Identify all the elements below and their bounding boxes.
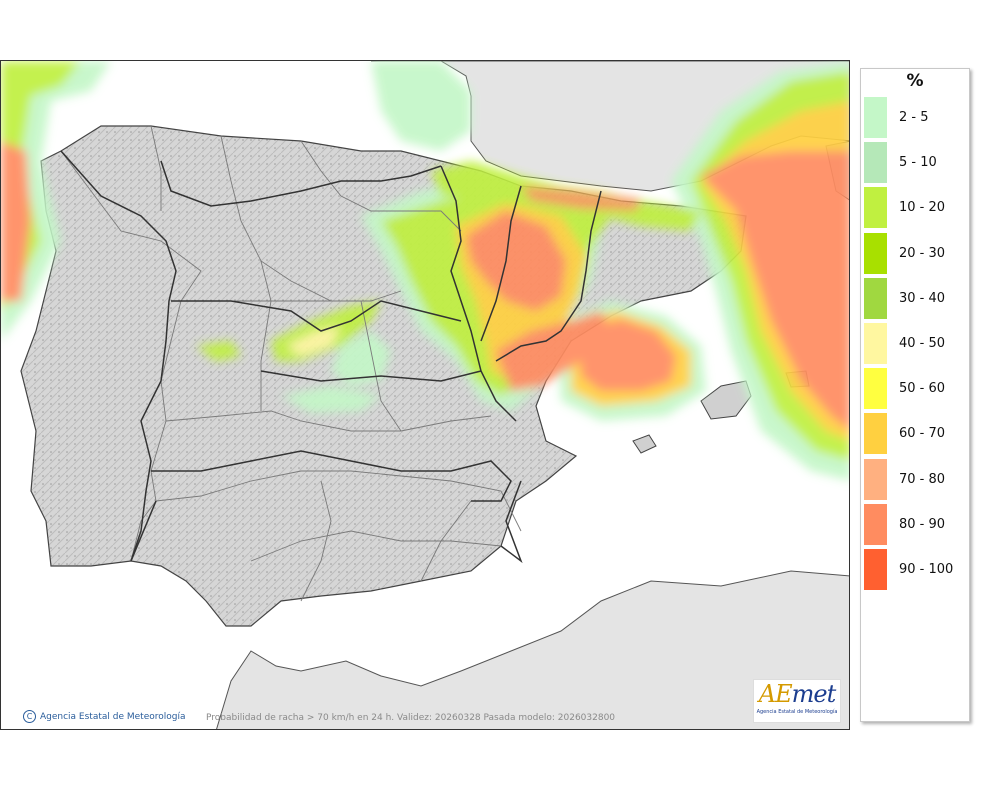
africa-landmass bbox=[216, 570, 849, 729]
aemet-logo-wordmark: AEmet bbox=[758, 680, 836, 708]
legend-label: 90 - 100 bbox=[899, 561, 954, 577]
legend-label: 2 - 5 bbox=[899, 110, 929, 126]
agency-credit: C Agencia Estatal de Meteorología bbox=[23, 710, 186, 723]
legend-label: 40 - 50 bbox=[899, 336, 946, 352]
legend-label: 20 - 30 bbox=[899, 245, 946, 261]
legend-item: 10 - 20 bbox=[864, 185, 953, 230]
copyright-icon: C bbox=[23, 710, 36, 723]
probability-overlay bbox=[1, 61, 849, 481]
ibiza bbox=[632, 434, 657, 454]
legend-label: 30 - 40 bbox=[899, 290, 946, 306]
legend-label: 10 - 20 bbox=[899, 200, 946, 216]
legend-item: 50 - 60 bbox=[864, 366, 953, 411]
legend-swatch bbox=[864, 503, 887, 545]
legend-items: 2 - 5 5 - 10 10 - 20 20 - 30 30 - 40 40 - 50 5… bbox=[864, 95, 953, 592]
legend-label: 5 - 10 bbox=[899, 155, 937, 171]
probability-legend: % 2 - 5 5 - 10 10 - 20 20 - 30 30 - 40 40 - 5… bbox=[860, 68, 970, 722]
legend-swatch bbox=[864, 368, 887, 410]
legend-swatch bbox=[864, 323, 887, 365]
legend-swatch bbox=[864, 548, 887, 590]
aemet-logo-subtitle: Agencia Estatal de Meteorología bbox=[756, 709, 838, 715]
legend-item: 20 - 30 bbox=[864, 231, 953, 276]
legend-item: 2 - 5 bbox=[864, 95, 953, 140]
legend-label: 70 - 80 bbox=[899, 471, 946, 487]
legend-swatch bbox=[864, 187, 887, 229]
legend-label: 80 - 90 bbox=[899, 516, 946, 532]
community-borders bbox=[130, 160, 602, 564]
legend-item: 70 - 80 bbox=[864, 457, 953, 502]
legend-item: 60 - 70 bbox=[864, 411, 953, 456]
legend-item: 90 - 100 bbox=[864, 547, 953, 592]
region-borders bbox=[60, 125, 522, 602]
probability-map: C Agencia Estatal de Meteorología Probab… bbox=[0, 60, 850, 730]
aemet-logo: AEmet Agencia Estatal de Meteorología bbox=[753, 679, 841, 723]
map-canvas bbox=[1, 61, 849, 729]
legend-item: 80 - 90 bbox=[864, 502, 953, 547]
portugal-border bbox=[60, 150, 177, 562]
legend-unit: % bbox=[906, 71, 924, 91]
legend-label: 60 - 70 bbox=[899, 426, 946, 442]
legend-item: 30 - 40 bbox=[864, 276, 953, 321]
legend-label: 50 - 60 bbox=[899, 381, 946, 397]
legend-swatch bbox=[864, 142, 887, 184]
map-caption: Probabilidad de racha > 70 km/h en 24 h.… bbox=[206, 713, 616, 723]
legend-swatch bbox=[864, 458, 887, 500]
legend-item: 40 - 50 bbox=[864, 321, 953, 366]
legend-swatch bbox=[864, 413, 887, 455]
legend-swatch bbox=[864, 97, 887, 139]
legend-item: 5 - 10 bbox=[864, 140, 953, 185]
legend-swatch bbox=[864, 277, 887, 319]
legend-swatch bbox=[864, 232, 887, 274]
credit-text: Agencia Estatal de Meteorología bbox=[40, 711, 186, 722]
